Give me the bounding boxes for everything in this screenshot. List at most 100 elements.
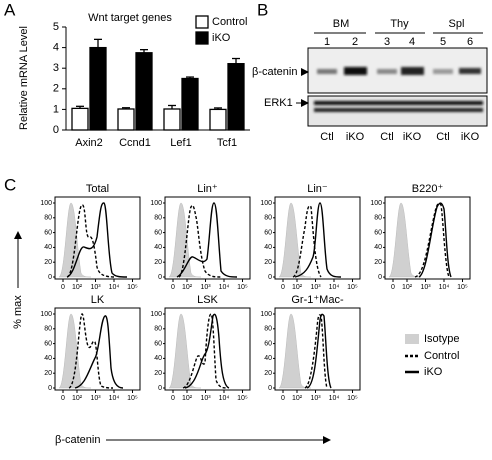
y-tick-label: 60 <box>154 340 162 347</box>
plot-frame <box>54 307 141 391</box>
x-tick-label: 10⁵ <box>347 395 358 402</box>
x-tick-label: 10² <box>292 395 303 402</box>
band-label: β-catenin <box>252 66 297 78</box>
y-tick-label: 0 <box>268 385 272 392</box>
panel-title: LK <box>91 294 105 306</box>
legend-label: iKO <box>212 32 231 44</box>
y-tick-label: 0 <box>158 385 162 392</box>
plot-frame <box>164 196 251 280</box>
x-tick-label: Axin2 <box>75 137 103 149</box>
lane-label: 2 <box>352 36 358 48</box>
y-tick-label: 0 <box>378 274 382 281</box>
x-tick-label: 10² <box>72 395 83 402</box>
y-axis-label: Relative mRNA Level <box>18 26 30 130</box>
x-tick-label: 0 <box>171 395 175 402</box>
histogram: B220⁺ 0 20 40 60 80 100 0 10² 10³ 10⁴ 10⁵ <box>370 183 471 291</box>
x-tick-label: 10⁵ <box>347 284 358 291</box>
plot-frame <box>54 196 141 280</box>
y-tick-label: 0 <box>48 274 52 281</box>
bar <box>163 108 181 131</box>
legend-swatch <box>195 15 209 29</box>
bar-chart: Wnt target genes Relative mRNA Level 0 1 2… <box>18 12 250 149</box>
y-tick-label: 2 <box>53 83 59 95</box>
x-tick-label: 10⁵ <box>237 395 248 402</box>
legend-label: Control <box>212 16 247 28</box>
y-tick-label: 100 <box>370 200 382 207</box>
lane-label: 4 <box>409 36 415 48</box>
legend-label: Control <box>424 350 459 362</box>
bar <box>181 77 199 131</box>
y-tick-label: 100 <box>40 200 52 207</box>
x-tick-label: Ccnd1 <box>119 137 151 149</box>
flow-histograms: Total 0 20 40 60 80 100 0 10² 10³ 10⁴ 10⁵ Lin⁺ 0 20 40… <box>12 183 471 446</box>
x-tick-label: 10³ <box>310 395 321 402</box>
histogram: Lin⁺ 0 20 40 60 80 100 0 10² 10³ 10⁴ 10⁵ <box>150 183 251 291</box>
y-tick-label: 60 <box>154 229 162 236</box>
x-tick-label: 10² <box>292 284 303 291</box>
y-tick-label: 60 <box>264 229 272 236</box>
y-tick-label: 80 <box>374 215 382 222</box>
y-tick-label: 0 <box>48 385 52 392</box>
y-tick-label: 5 <box>53 21 59 33</box>
x-tick-label: Tcf1 <box>217 137 237 149</box>
x-tick-label: Lef1 <box>170 137 191 149</box>
condition-label: Ctl <box>436 131 449 143</box>
y-tick-label: 20 <box>264 370 272 377</box>
y-tick-label: 40 <box>154 355 162 362</box>
y-axis-label: % max <box>12 295 24 329</box>
y-tick-label: 80 <box>154 215 162 222</box>
panel-title: B220⁺ <box>412 183 444 195</box>
x-tick-label: 10² <box>182 395 193 402</box>
x-axis-label: β-catenin <box>55 434 100 446</box>
x-tick-label: 0 <box>61 284 65 291</box>
y-tick-label: 3 <box>53 62 59 74</box>
y-tick-label: 80 <box>264 326 272 333</box>
y-tick-label: 100 <box>150 200 162 207</box>
bar <box>227 63 245 131</box>
lane-label: 6 <box>467 36 473 48</box>
y-tick-label: 40 <box>44 355 52 362</box>
condition-label: iKO <box>346 131 365 143</box>
x-tick-label: 10⁴ <box>109 395 120 402</box>
y-tick-label: 20 <box>374 259 382 266</box>
plot-frame <box>164 307 251 391</box>
legend-swatch <box>195 31 209 45</box>
blot-frame <box>307 47 488 94</box>
x-tick-label: 10² <box>402 284 413 291</box>
condition-label: Ctl <box>320 131 333 143</box>
x-tick-label: 0 <box>391 284 395 291</box>
panel-label: C <box>4 175 16 194</box>
plot-frame <box>274 307 361 391</box>
panel-title: LSK <box>197 294 218 306</box>
y-tick-label: 80 <box>264 215 272 222</box>
x-tick-label: 10³ <box>200 395 211 402</box>
y-tick-label: 100 <box>150 311 162 318</box>
x-tick-label: 10⁴ <box>329 395 340 402</box>
y-tick-label: 60 <box>44 229 52 236</box>
y-tick-label: 0 <box>53 124 59 136</box>
x-tick-label: 0 <box>171 284 175 291</box>
panel-label: B <box>257 0 268 19</box>
group-label: Spl <box>449 18 465 30</box>
y-tick-label: 60 <box>264 340 272 347</box>
x-tick-label: 0 <box>61 395 65 402</box>
x-tick-label: 10³ <box>200 284 211 291</box>
y-tick-label: 80 <box>44 215 52 222</box>
histogram: LSK 0 20 40 60 80 100 0 10² 10³ 10⁴ 10⁵ <box>150 294 251 402</box>
x-tick-label: 10⁴ <box>109 284 120 291</box>
panel-title: Total <box>86 183 109 195</box>
y-tick-label: 20 <box>154 259 162 266</box>
plot-frame <box>274 196 361 280</box>
y-tick-label: 80 <box>44 326 52 333</box>
panel-title: Lin⁻ <box>307 183 328 195</box>
bar <box>71 107 89 131</box>
y-tick-label: 20 <box>44 370 52 377</box>
legend-swatch <box>405 334 419 344</box>
histogram: Lin⁻ 0 20 40 60 80 100 0 10² 10³ 10⁴ 10⁵ <box>260 183 361 291</box>
group-label: BM <box>333 18 350 30</box>
panel-title: Lin⁺ <box>197 183 218 195</box>
lane-label: 1 <box>324 36 330 48</box>
histogram: Gr-1⁺Mac- 0 20 40 60 80 100 0 10² 10³ 10⁴ 10⁵ <box>260 294 361 402</box>
x-tick-label: 10⁵ <box>237 284 248 291</box>
